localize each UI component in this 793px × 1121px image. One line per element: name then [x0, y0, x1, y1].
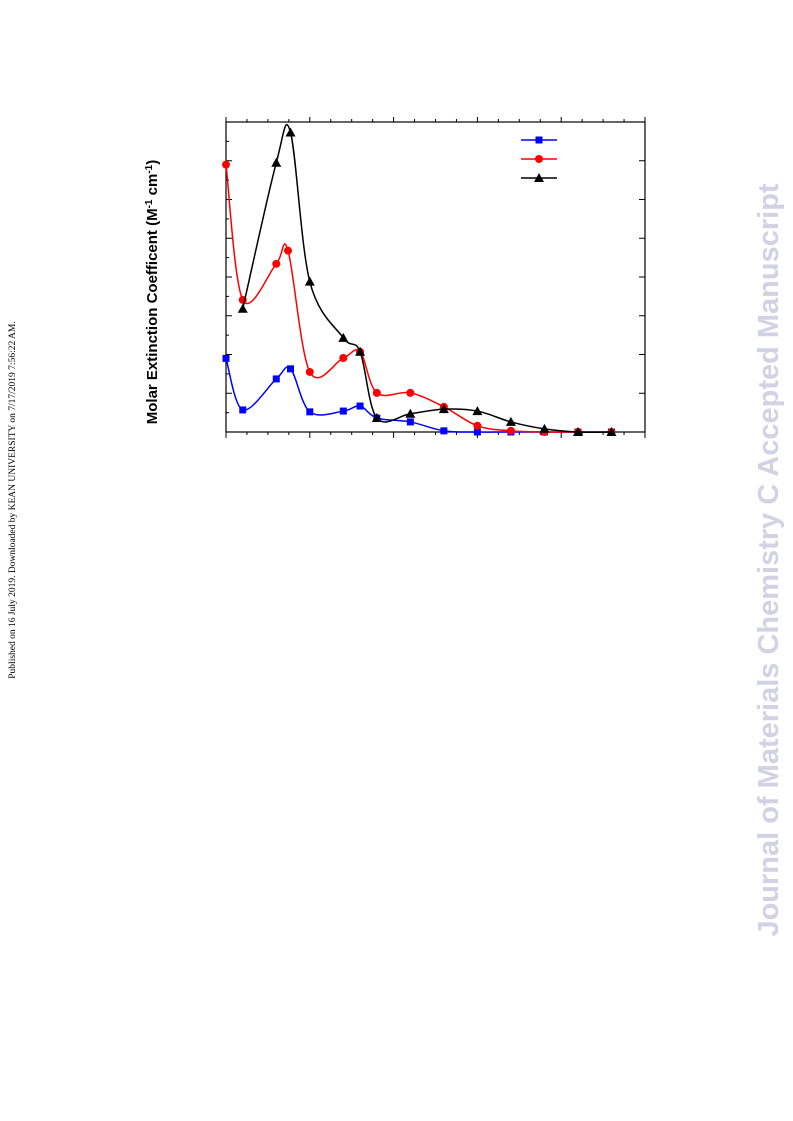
y-label-part: -1: [144, 164, 155, 173]
marker-triangle: [405, 408, 416, 418]
marker-square: [287, 365, 295, 373]
marker-square: [339, 407, 347, 415]
legend-marker: [534, 173, 544, 182]
legend-marker: [535, 155, 543, 163]
marker-triangle: [338, 332, 349, 342]
marker-circle: [339, 353, 348, 362]
marker-circle: [406, 388, 415, 397]
marker-circle: [272, 259, 281, 268]
marker-triangle: [606, 427, 617, 436]
legend-marker: [535, 136, 543, 144]
watermark: Journal of Materials Chemistry C Accepte…: [753, 183, 785, 936]
marker-square: [222, 354, 230, 362]
marker-triangle: [572, 427, 583, 436]
marker-triangle: [371, 413, 382, 423]
marker-circle: [284, 246, 293, 255]
marker-circle: [506, 426, 515, 435]
marker-triangle: [438, 404, 449, 414]
marker-triangle: [355, 346, 366, 356]
y-label-part: ): [144, 160, 161, 165]
marker-triangle: [285, 127, 296, 137]
plot-frame: [225, 121, 646, 433]
marker-square: [306, 408, 314, 416]
marker-circle: [222, 160, 230, 169]
marker-square: [239, 406, 247, 414]
marker-square: [272, 375, 280, 383]
y-label-part: -1: [144, 199, 155, 208]
download-note: Published on 16 July 2019. Downloaded by…: [8, 321, 18, 678]
marker-circle: [305, 367, 314, 376]
marker-triangle: [271, 157, 282, 167]
y-label-part: cm: [144, 174, 161, 200]
marker-square: [356, 402, 364, 410]
marker-triangle: [505, 416, 516, 426]
marker-triangle: [539, 423, 550, 433]
marker-square: [440, 427, 448, 435]
y-label-part: Molar Extinction Coefficent (M: [144, 208, 161, 424]
series-line: [225, 164, 612, 433]
marker-triangle: [472, 406, 483, 416]
marker-square: [473, 428, 481, 436]
marker-circle: [372, 388, 381, 397]
y-axis-label: Molar Extinction Coefficent (M-1 cm-1): [144, 160, 162, 425]
marker-triangle: [304, 276, 315, 286]
marker-circle: [473, 421, 482, 430]
marker-square: [406, 418, 414, 426]
marker-triangle: [237, 303, 248, 313]
